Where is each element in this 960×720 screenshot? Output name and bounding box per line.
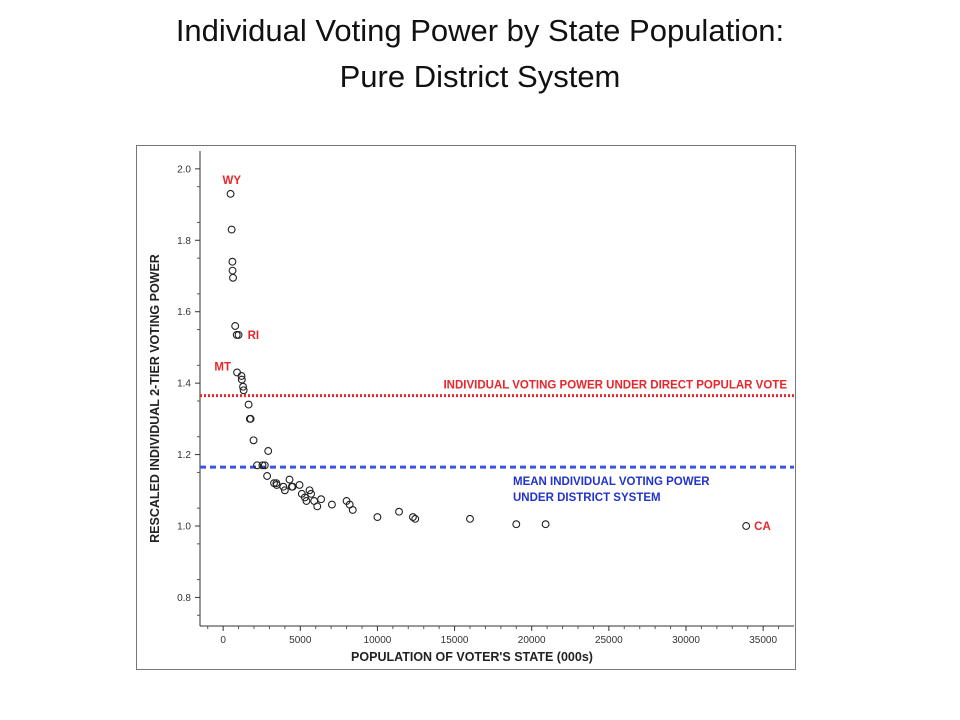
- y-tick-label: 1.8: [177, 236, 191, 247]
- data-point: [226, 189, 235, 198]
- scatter-chart: 0.8 1.0 1.2 1.4 1.6 1.8 2.0 0 5000 10000 15000 2000…: [148, 151, 794, 664]
- data-point: [258, 461, 267, 470]
- data-point: [288, 482, 297, 491]
- data-point: [348, 505, 357, 514]
- data-point: [742, 522, 751, 530]
- data-point: [466, 514, 474, 523]
- y-tick-label: 1.4: [177, 379, 191, 390]
- district-mean-annotation-line: UNDER DISTRICT SYSTEM: [513, 492, 661, 504]
- y-tick-label: 1.2: [177, 450, 191, 461]
- data-point: [228, 257, 237, 266]
- chart-frame: 0.8 1.0 1.2 1.4 1.6 1.8 2.0 0 5000 10000 15000 2000…: [136, 145, 796, 670]
- y-tick-label: 0.8: [177, 593, 191, 604]
- data-point: [285, 475, 294, 484]
- x-tick-label: 5000: [289, 635, 312, 646]
- data-point: [300, 493, 309, 502]
- data-point: [307, 489, 316, 498]
- point-label-ca: CA: [754, 521, 771, 533]
- slide-title-line-2: Pure District System: [339, 59, 621, 94]
- data-point: [327, 500, 336, 509]
- data-point: [373, 513, 382, 522]
- y-tick-label: 1.0: [177, 522, 191, 533]
- data-point: [237, 372, 246, 380]
- data-point: [305, 486, 314, 495]
- data-point: [246, 414, 255, 423]
- data-point: [263, 472, 272, 480]
- data-point: [280, 486, 289, 495]
- data-point: [302, 497, 311, 505]
- data-point: [239, 382, 247, 391]
- data-point: [229, 273, 237, 282]
- data-point: [541, 520, 550, 529]
- data-point: [317, 495, 326, 504]
- data-point: [295, 480, 304, 489]
- data-point: [408, 513, 417, 522]
- x-tick-label: 15000: [441, 635, 469, 646]
- data-point: [411, 514, 420, 523]
- data-point: [313, 502, 322, 511]
- x-tick-label: 0: [220, 635, 226, 646]
- data-point: [264, 447, 273, 455]
- point-label-wy: WY: [223, 175, 242, 187]
- point-label-mt: MT: [214, 361, 231, 373]
- y-axis-label: RESCALED INDIVIDUAL 2-TIER VOTING POWER: [148, 254, 162, 543]
- data-point: [239, 386, 248, 395]
- popular-vote-annotation: INDIVIDUAL VOTING POWER UNDER DIRECT POP…: [443, 380, 787, 392]
- data-point: [228, 266, 237, 275]
- x-axis-label: POPULATION OF VOTER'S STATE (000s): [351, 650, 593, 664]
- point-label-ri: RI: [248, 330, 259, 342]
- data-point: [512, 520, 521, 529]
- data-point: [244, 400, 253, 409]
- x-tick-label: 10000: [364, 635, 392, 646]
- x-tick-label: 35000: [749, 635, 777, 646]
- x-tick-label: 20000: [518, 635, 546, 646]
- slide-title: Individual Voting Power by State Populat…: [0, 8, 960, 100]
- data-point: [227, 225, 236, 234]
- y-tick-label: 1.6: [177, 307, 191, 318]
- data-point: [253, 461, 262, 470]
- district-mean-annotation-line: MEAN INDIVIDUAL VOTING POWER: [513, 476, 710, 488]
- data-point: [234, 330, 243, 339]
- data-point: [395, 507, 403, 516]
- data-point: [260, 461, 269, 470]
- data-point: [233, 368, 241, 377]
- y-tick-label: 2.0: [177, 164, 191, 175]
- data-point: [249, 436, 258, 445]
- x-tick-label: 25000: [595, 635, 623, 646]
- x-tick-label: 30000: [672, 635, 700, 646]
- data-point: [279, 482, 288, 491]
- data-point: [231, 322, 240, 330]
- slide-title-line-1: Individual Voting Power by State Populat…: [175, 13, 785, 48]
